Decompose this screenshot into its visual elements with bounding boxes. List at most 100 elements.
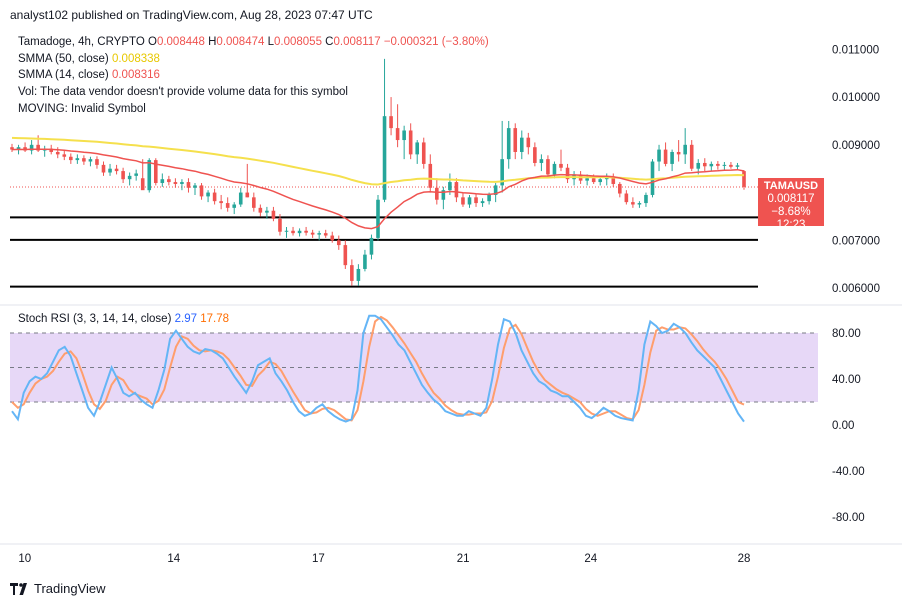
candle-body	[180, 182, 184, 184]
price-axis-tick: 0.011000	[832, 44, 879, 56]
candle-body	[297, 230, 302, 234]
candle-body	[225, 203, 230, 208]
candle-body	[395, 128, 400, 141]
candle-body	[519, 137, 524, 152]
candle-body	[212, 192, 217, 202]
candle-body	[69, 156, 73, 161]
candle-body	[716, 163, 720, 166]
candle-body	[232, 204, 237, 208]
open-value: 0.008448	[156, 36, 205, 48]
candle-body	[402, 130, 406, 141]
stoch-k-line	[11, 314, 745, 423]
stoch-axis-tick: 40.00	[832, 374, 861, 386]
stoch-k-value: 2.97	[174, 313, 198, 325]
candle-body	[480, 201, 485, 204]
open-label: O	[147, 36, 157, 48]
price-tag-price: 0.008117	[767, 193, 815, 205]
candle-body	[356, 268, 361, 281]
axes: 0.011000 0.010000 0.009000 0.007000 0.006000…	[18, 44, 880, 565]
candle-body	[75, 158, 80, 161]
low-label: L	[267, 36, 274, 48]
tradingview-logo[interactable]: TradingView	[10, 581, 106, 596]
candle-body	[127, 175, 132, 180]
published-line: analyst102 published on TradingView.com,…	[10, 8, 373, 22]
candle-body	[493, 185, 498, 195]
candle-body	[376, 199, 380, 238]
sma14-label: SMMA (14, close)	[18, 69, 109, 81]
time-axis-tick: 21	[457, 553, 470, 565]
candle-body	[153, 160, 158, 184]
price-axis-tick: 0.006000	[832, 283, 880, 295]
candle-body	[624, 193, 629, 203]
moving-note: MOVING: Invalid Symbol	[18, 103, 146, 115]
candle-body	[441, 190, 446, 200]
candle-body	[448, 182, 452, 191]
candle-body	[533, 147, 537, 163]
symbol-line: Tamadoge, 4h, CRYPTO	[18, 36, 145, 48]
candle-body	[408, 130, 413, 155]
candle-body	[539, 159, 544, 163]
candle-body	[644, 194, 648, 204]
candle-body	[323, 233, 328, 236]
price-tag-countdown: 12:23	[776, 219, 806, 231]
price-tag-change: −8.68%	[771, 206, 811, 218]
candle-body	[546, 159, 550, 175]
candle-body	[29, 144, 34, 151]
candle-body	[702, 162, 707, 167]
candle-body	[121, 171, 125, 180]
candle-body	[160, 179, 165, 184]
candle-body	[585, 178, 589, 181]
candle-body	[526, 137, 531, 148]
symbol-legend: Tamadoge, 4h, CRYPTO O0.008448 H0.008474…	[18, 36, 489, 48]
candle-body	[689, 144, 694, 169]
candle-body	[696, 162, 701, 169]
candle-body	[284, 230, 289, 232]
sma50-value: 0.008338	[111, 53, 160, 65]
candlesticks	[10, 58, 746, 286]
candle-body	[631, 202, 635, 205]
candle-body	[330, 235, 335, 241]
candle-body	[49, 148, 54, 152]
candle-body	[428, 163, 433, 188]
candle-body	[598, 179, 603, 183]
candle-body	[310, 232, 315, 235]
candle-body	[186, 182, 191, 188]
close-label: C	[325, 36, 334, 48]
candle-body	[82, 158, 86, 162]
candle-body	[134, 173, 138, 176]
candle-body	[611, 177, 616, 184]
price-tag-symbol: TAMAUSD	[763, 180, 819, 192]
candle-body	[363, 254, 367, 269]
candle-body	[147, 160, 152, 191]
time-axis-tick: 28	[738, 553, 751, 565]
sma50-label: SMMA (50, close)	[18, 53, 109, 65]
candle-body	[382, 116, 387, 200]
change-value: −0.000321 (−3.80%)	[383, 36, 489, 48]
candle-body	[637, 203, 642, 205]
time-axis-tick: 17	[312, 553, 325, 565]
candle-body	[500, 159, 504, 186]
candle-body	[140, 178, 145, 191]
candle-body	[55, 151, 60, 155]
candle-body	[36, 144, 40, 151]
candle-body	[88, 159, 93, 162]
candle-body	[565, 167, 570, 180]
horizontal-levels	[10, 186, 758, 288]
candle-body	[265, 210, 269, 213]
low-value: 0.008055	[274, 36, 322, 48]
candle-body	[722, 164, 727, 166]
candle-body	[10, 147, 14, 150]
candle-body	[670, 151, 674, 164]
candle-body	[291, 230, 295, 234]
candle-body	[317, 233, 321, 235]
candle-body	[245, 192, 250, 198]
candle-body	[199, 185, 204, 197]
sma50-legend: SMMA (50, close) 0.008338	[18, 53, 160, 65]
time-axis-tick: 24	[584, 553, 597, 565]
candle-body	[676, 151, 681, 155]
candle-body	[252, 197, 256, 208]
candle-body	[591, 178, 596, 183]
candle-body	[62, 154, 67, 157]
current-price-tag: TAMAUSD 0.008117 −8.68% 12:23	[758, 178, 824, 231]
